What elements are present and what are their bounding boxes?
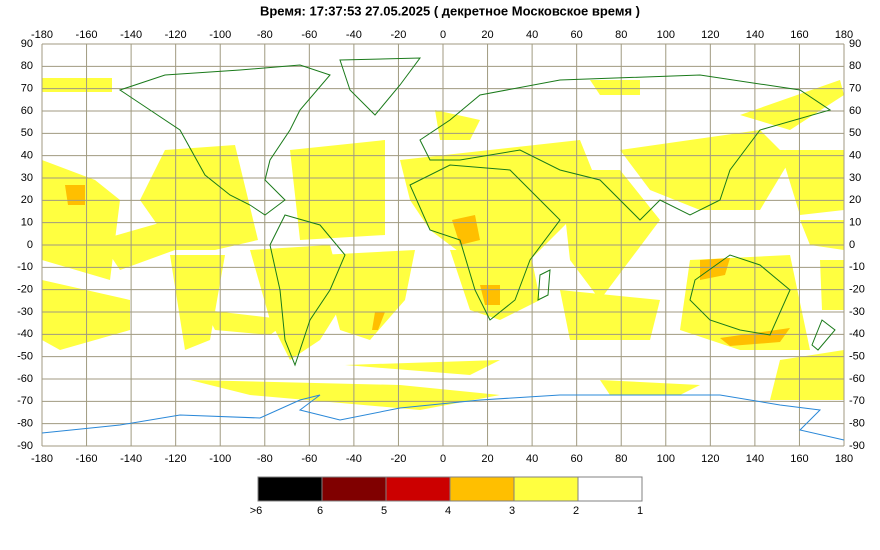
legend-swatch — [321, 476, 387, 502]
title: Время: 17:37:53 27.05.2025 ( декретное М… — [260, 3, 640, 18]
x-tick-label: -100 — [209, 29, 231, 41]
y-tick-label: 80 — [849, 60, 861, 72]
y-tick-label: -40 — [17, 328, 33, 340]
y-tick-label: -90 — [849, 440, 865, 452]
x-tick-label: 160 — [790, 29, 808, 41]
x-tick-label: -160 — [76, 29, 98, 41]
y-tick-label: 40 — [21, 150, 33, 162]
x-tick-label: 140 — [746, 453, 764, 465]
y-tick-label: -10 — [849, 261, 865, 273]
legend-label: 2 — [573, 505, 579, 517]
legend-swatch — [513, 476, 579, 502]
axis-labels: -180-180-160-160-140-140-120-120-100-100… — [17, 29, 865, 465]
x-tick-label: 80 — [615, 29, 627, 41]
legend-swatch — [257, 476, 323, 502]
x-tick-label: -40 — [346, 29, 362, 41]
legend-swatch — [385, 476, 451, 502]
y-tick-label: -40 — [849, 328, 865, 340]
legend-label: 5 — [381, 505, 387, 517]
x-tick-label: -80 — [257, 453, 273, 465]
y-tick-label: -90 — [17, 440, 33, 452]
y-tick-label: -50 — [17, 351, 33, 363]
x-tick-label: 140 — [746, 29, 764, 41]
x-tick-label: 20 — [481, 453, 493, 465]
x-tick-label: -120 — [165, 453, 187, 465]
y-tick-label: -30 — [17, 306, 33, 318]
y-tick-label: 20 — [21, 194, 33, 206]
x-tick-label: 60 — [571, 29, 583, 41]
y-tick-label: 50 — [21, 127, 33, 139]
x-tick-label: -160 — [76, 453, 98, 465]
y-tick-label: 70 — [849, 83, 861, 95]
y-tick-label: 70 — [21, 83, 33, 95]
x-tick-label: 20 — [481, 29, 493, 41]
legend-label: 1 — [637, 505, 643, 517]
y-tick-label: -20 — [17, 284, 33, 296]
x-tick-label: -20 — [390, 29, 406, 41]
y-tick-label: 30 — [849, 172, 861, 184]
y-tick-label: -70 — [17, 395, 33, 407]
y-tick-label: -20 — [849, 284, 865, 296]
y-tick-label: 10 — [21, 217, 33, 229]
x-tick-label: -140 — [120, 29, 142, 41]
x-tick-label: 120 — [701, 29, 719, 41]
x-tick-label: -100 — [209, 453, 231, 465]
x-tick-label: 100 — [657, 29, 675, 41]
x-tick-label: 60 — [571, 453, 583, 465]
y-tick-label: -30 — [849, 306, 865, 318]
legend-label: 4 — [445, 505, 451, 517]
x-tick-label: 120 — [701, 453, 719, 465]
x-tick-label: -180 — [31, 453, 53, 465]
x-tick-label: -120 — [165, 29, 187, 41]
y-tick-label: 0 — [27, 239, 33, 251]
legend: >6 6 5 4 3 2 1 — [250, 476, 643, 517]
legend-swatch — [577, 476, 643, 502]
x-tick-label: 160 — [790, 453, 808, 465]
coastlines — [41, 57, 845, 441]
x-tick-label: -140 — [120, 453, 142, 465]
x-tick-label: 40 — [526, 453, 538, 465]
legend-label: 3 — [509, 505, 515, 517]
y-tick-label: -80 — [17, 418, 33, 430]
x-tick-label: -60 — [301, 453, 317, 465]
y-tick-label: -50 — [849, 351, 865, 363]
y-tick-label: 80 — [21, 60, 33, 72]
x-tick-label: 40 — [526, 29, 538, 41]
intensity-regions — [42, 78, 844, 410]
x-tick-label: 180 — [835, 29, 853, 41]
y-tick-label: 60 — [21, 105, 33, 117]
y-tick-label: 40 — [849, 150, 861, 162]
x-tick-label: -20 — [390, 453, 406, 465]
x-tick-label: 0 — [440, 453, 446, 465]
x-tick-label: -80 — [257, 29, 273, 41]
x-tick-label: 80 — [615, 453, 627, 465]
x-tick-label: -40 — [346, 453, 362, 465]
x-tick-label: -180 — [31, 29, 53, 41]
x-tick-label: -60 — [301, 29, 317, 41]
legend-label: 6 — [317, 505, 323, 517]
y-tick-label: 60 — [849, 105, 861, 117]
legend-swatch — [449, 476, 515, 502]
y-tick-label: -60 — [17, 373, 33, 385]
grid — [41, 43, 845, 447]
x-tick-label: 100 — [657, 453, 675, 465]
y-tick-label: 20 — [849, 194, 861, 206]
legend-label: >6 — [250, 505, 263, 517]
y-tick-label: -80 — [849, 418, 865, 430]
y-tick-label: -60 — [849, 373, 865, 385]
x-tick-label: 180 — [835, 453, 853, 465]
y-tick-label: 50 — [849, 127, 861, 139]
y-tick-label: 0 — [849, 239, 855, 251]
y-tick-label: 90 — [849, 38, 861, 50]
x-tick-label: 0 — [440, 29, 446, 41]
y-tick-label: -10 — [17, 261, 33, 273]
y-tick-label: -70 — [849, 395, 865, 407]
y-tick-label: 10 — [849, 217, 861, 229]
y-tick-label: 30 — [21, 172, 33, 184]
y-tick-label: 90 — [21, 38, 33, 50]
